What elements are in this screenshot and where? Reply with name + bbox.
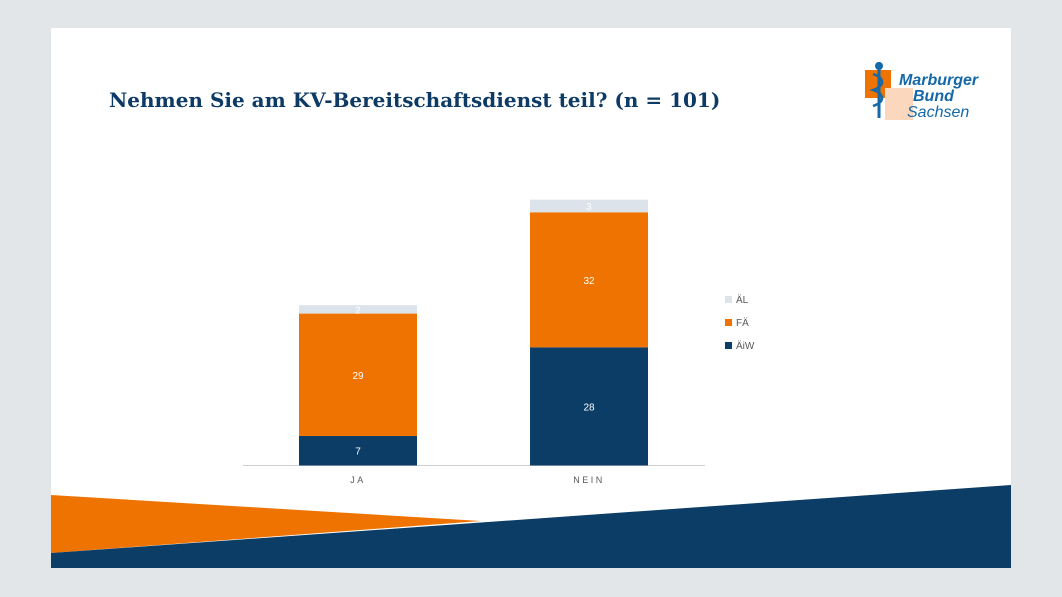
bar-ja-f	[299, 313, 417, 436]
page-title: Nehmen Sie am KV-Bereitschaftsdienst tei…	[109, 88, 721, 112]
legend-swatch	[725, 319, 732, 326]
data-label: 28	[583, 402, 595, 413]
navy-wedge	[51, 485, 1011, 568]
marburger-bund-logo: Marburger Bund Sachsen	[863, 60, 993, 126]
orange-wedge	[51, 495, 481, 553]
legend-label: FÄ	[736, 317, 749, 329]
data-label: 29	[352, 371, 364, 382]
data-label: 2	[355, 305, 361, 316]
bar-nein-l	[530, 199, 648, 213]
category-label: JA	[350, 475, 366, 485]
legend-swatch	[725, 342, 732, 349]
legend-swatch	[725, 296, 732, 303]
stacked-bar-chart: 7 29 2 JA 28 32 3 NEIN ÄL FÄ ÄiW	[243, 199, 755, 485]
data-label: 3	[586, 202, 592, 213]
data-label: 7	[355, 447, 361, 458]
bar-ja-l	[299, 305, 417, 314]
logo-line-2: Bund	[913, 88, 954, 105]
slide: Nehmen Sie am KV-Bereitschaftsdienst tei…	[51, 28, 1011, 568]
legend-label: ÄiW	[736, 340, 755, 352]
logo-line-3: Sachsen	[907, 104, 970, 121]
logo-line-1: Marburger	[899, 72, 979, 89]
data-label: 32	[583, 276, 595, 287]
logo-mark	[865, 62, 913, 120]
legend-label: ÄL	[736, 294, 749, 306]
category-label: NEIN	[573, 475, 605, 485]
bar-nein-iw	[530, 347, 648, 466]
bottom-decoration	[51, 485, 1011, 568]
bar-ja-iw	[299, 435, 417, 466]
bar-nein-f	[530, 212, 648, 348]
